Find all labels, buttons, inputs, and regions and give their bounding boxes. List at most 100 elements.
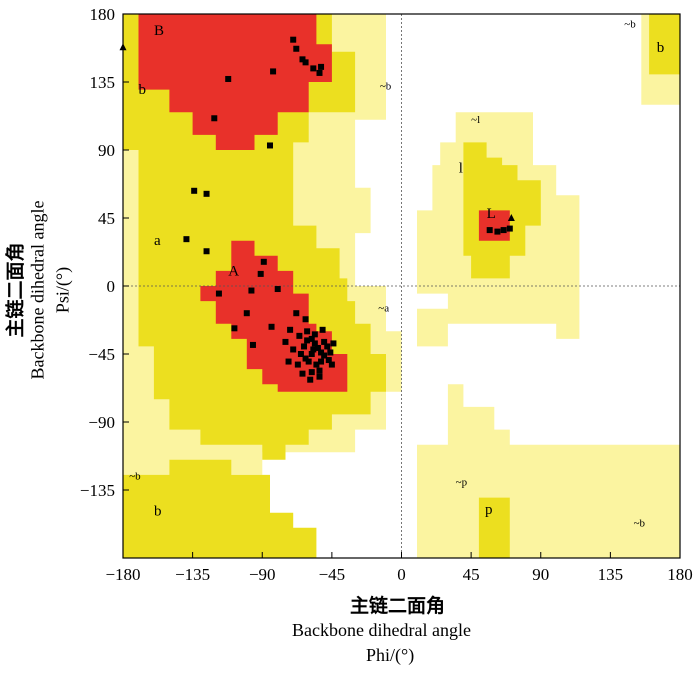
data-point-square-11 bbox=[191, 187, 198, 194]
x-tick-label: −180 bbox=[105, 565, 140, 584]
y-tick-label: −45 bbox=[88, 345, 115, 364]
data-point-square-15 bbox=[260, 258, 267, 265]
data-point-square-26 bbox=[249, 341, 256, 348]
data-point-square-38 bbox=[305, 358, 312, 365]
region-label-8: ~a bbox=[378, 303, 389, 315]
data-point-square-49 bbox=[304, 337, 311, 344]
y-axis-title-en: Backbone dihedral angle bbox=[27, 200, 48, 380]
data-point-square-54 bbox=[290, 346, 297, 353]
data-point-square-31 bbox=[314, 344, 321, 351]
region-allowed-beta-bottom bbox=[123, 459, 317, 558]
x-axis-title-var: Phi/(°) bbox=[366, 645, 415, 665]
x-tick-label: 135 bbox=[598, 565, 624, 584]
region-core-beta bbox=[138, 14, 332, 150]
region-label-layer: Bb ~b ~l l La A ~a ~b b ~p p ~b b ~b bbox=[129, 19, 664, 530]
region-label-9: ~b bbox=[129, 470, 141, 482]
x-axis-title-cn: 主链二面角 bbox=[350, 595, 446, 617]
region-label-13: ~b bbox=[624, 19, 636, 31]
data-points-layer bbox=[119, 36, 515, 383]
data-point-square-35 bbox=[327, 349, 334, 356]
data-point-square-16 bbox=[257, 270, 264, 277]
data-point-square-8 bbox=[270, 68, 277, 75]
x-tick-label: −135 bbox=[175, 565, 210, 584]
data-point-square-36 bbox=[330, 340, 337, 347]
data-point-square-21 bbox=[231, 325, 238, 332]
region-label-4: l bbox=[459, 161, 463, 177]
region-label-1: b bbox=[138, 82, 146, 98]
data-point-square-48 bbox=[308, 369, 315, 376]
data-point-square-19 bbox=[215, 290, 222, 297]
data-point-square-41 bbox=[318, 358, 325, 365]
data-point-square-29 bbox=[308, 335, 315, 342]
y-axis-ticks: −135 −90 −45 0 45 90 135 180 bbox=[80, 5, 129, 500]
region-label-0: B bbox=[154, 23, 164, 39]
region-label-7: A bbox=[228, 263, 239, 279]
data-point-square-14 bbox=[203, 248, 210, 255]
data-point-square-53 bbox=[294, 361, 301, 368]
data-point-square-1 bbox=[293, 45, 300, 52]
data-point-triangle-1 bbox=[507, 214, 515, 221]
region-allowed-topright bbox=[649, 14, 680, 75]
data-point-square-43 bbox=[301, 343, 308, 350]
region-label-12: p bbox=[485, 502, 493, 518]
data-point-square-2 bbox=[299, 56, 306, 63]
data-point-square-45 bbox=[321, 338, 328, 345]
data-point-square-25 bbox=[287, 326, 294, 333]
data-point-square-5 bbox=[316, 69, 323, 76]
data-point-square-32 bbox=[318, 349, 325, 356]
region-core-lalpha bbox=[478, 210, 510, 241]
data-point-square-55 bbox=[285, 358, 292, 365]
reference-lines bbox=[123, 14, 680, 558]
y-axis-title-cn: 主链二面角 bbox=[4, 242, 27, 338]
data-point-square-23 bbox=[293, 310, 300, 317]
data-point-square-20 bbox=[243, 310, 250, 317]
data-point-square-40 bbox=[313, 361, 320, 368]
y-axis-title-var: Psi/(°) bbox=[52, 266, 73, 314]
data-point-square-13 bbox=[183, 236, 190, 243]
x-tick-label: −45 bbox=[319, 565, 346, 584]
data-point-square-44 bbox=[297, 351, 304, 357]
x-tick-label: −90 bbox=[249, 565, 276, 584]
data-point-square-58 bbox=[307, 376, 314, 383]
x-tick-label: 180 bbox=[667, 565, 693, 584]
data-point-square-4 bbox=[318, 63, 325, 70]
region-label-2: ~b bbox=[380, 81, 392, 93]
data-point-square-62 bbox=[500, 227, 507, 234]
data-point-square-7 bbox=[225, 75, 232, 82]
data-point-square-3 bbox=[310, 65, 317, 72]
y-tick-label: 180 bbox=[90, 5, 116, 24]
data-point-square-22 bbox=[268, 323, 275, 330]
region-label-3: ~l bbox=[471, 114, 480, 126]
data-point-square-60 bbox=[486, 227, 493, 234]
data-point-square-18 bbox=[248, 287, 255, 294]
data-point-square-50 bbox=[311, 331, 318, 338]
x-axis-ticks: −180 −135 −90 −45 0 45 90 135 180 bbox=[105, 552, 693, 584]
data-point-square-59 bbox=[316, 373, 323, 380]
data-point-square-47 bbox=[316, 367, 323, 374]
data-point-square-34 bbox=[324, 343, 331, 350]
region-label-5: L bbox=[487, 206, 496, 222]
data-point-square-10 bbox=[266, 142, 273, 149]
x-tick-label: 45 bbox=[463, 565, 480, 584]
region-generous-mid bbox=[447, 384, 518, 490]
data-point-square-61 bbox=[494, 228, 501, 235]
region-label-15: ~b bbox=[634, 517, 646, 529]
region-label-10: b bbox=[154, 504, 162, 520]
data-point-square-27 bbox=[296, 332, 303, 339]
region-label-6: a bbox=[154, 233, 161, 249]
region-label-14: b bbox=[657, 40, 665, 56]
data-point-square-46 bbox=[325, 357, 332, 364]
data-point-square-37 bbox=[308, 351, 315, 357]
data-point-square-63 bbox=[506, 225, 513, 232]
y-tick-label: −90 bbox=[88, 413, 115, 432]
data-point-square-57 bbox=[299, 370, 306, 377]
x-tick-label: 90 bbox=[532, 565, 549, 584]
data-point-square-39 bbox=[302, 355, 309, 362]
data-point-square-6 bbox=[302, 59, 309, 66]
y-tick-label: 45 bbox=[98, 209, 115, 228]
data-point-square-17 bbox=[274, 286, 281, 293]
x-tick-label: 0 bbox=[397, 565, 406, 584]
data-point-square-33 bbox=[321, 352, 328, 359]
data-point-square-56 bbox=[282, 338, 289, 345]
